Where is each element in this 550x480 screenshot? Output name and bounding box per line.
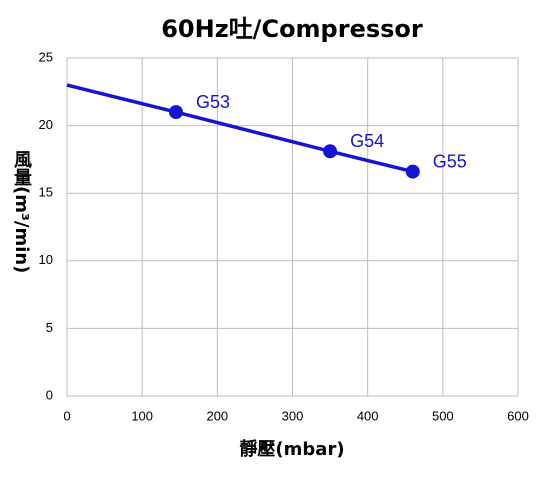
y-tick-label: 25 (39, 49, 53, 64)
x-tick-label: 600 (507, 408, 529, 423)
chart-title: 60Hz吐/Compressor (161, 15, 423, 43)
x-tick-label: 300 (282, 408, 304, 423)
y-tick-label: 15 (39, 185, 53, 200)
point-label: G53 (196, 92, 230, 112)
y-tick-label: 5 (46, 320, 53, 335)
data-point (168, 105, 183, 120)
x-axis-label: 靜壓(mbar) (239, 438, 344, 460)
point-label: G55 (433, 151, 467, 171)
x-tick-label: 200 (206, 408, 228, 423)
x-tick-label: 400 (357, 408, 379, 423)
x-tick-label: 0 (63, 408, 70, 423)
y-tick-label: 10 (39, 252, 53, 267)
data-point (405, 164, 420, 179)
y-tick-label: 20 (39, 117, 53, 132)
plot-border (66, 57, 519, 397)
point-label: G54 (350, 131, 384, 151)
series-line (66, 83, 414, 174)
x-tick-label: 500 (432, 408, 454, 423)
y-tick-label: 0 (46, 387, 53, 402)
x-tick-label: 100 (131, 408, 153, 423)
data-point (323, 144, 338, 159)
y-axis-label: 風量(m³/min) (11, 150, 32, 274)
